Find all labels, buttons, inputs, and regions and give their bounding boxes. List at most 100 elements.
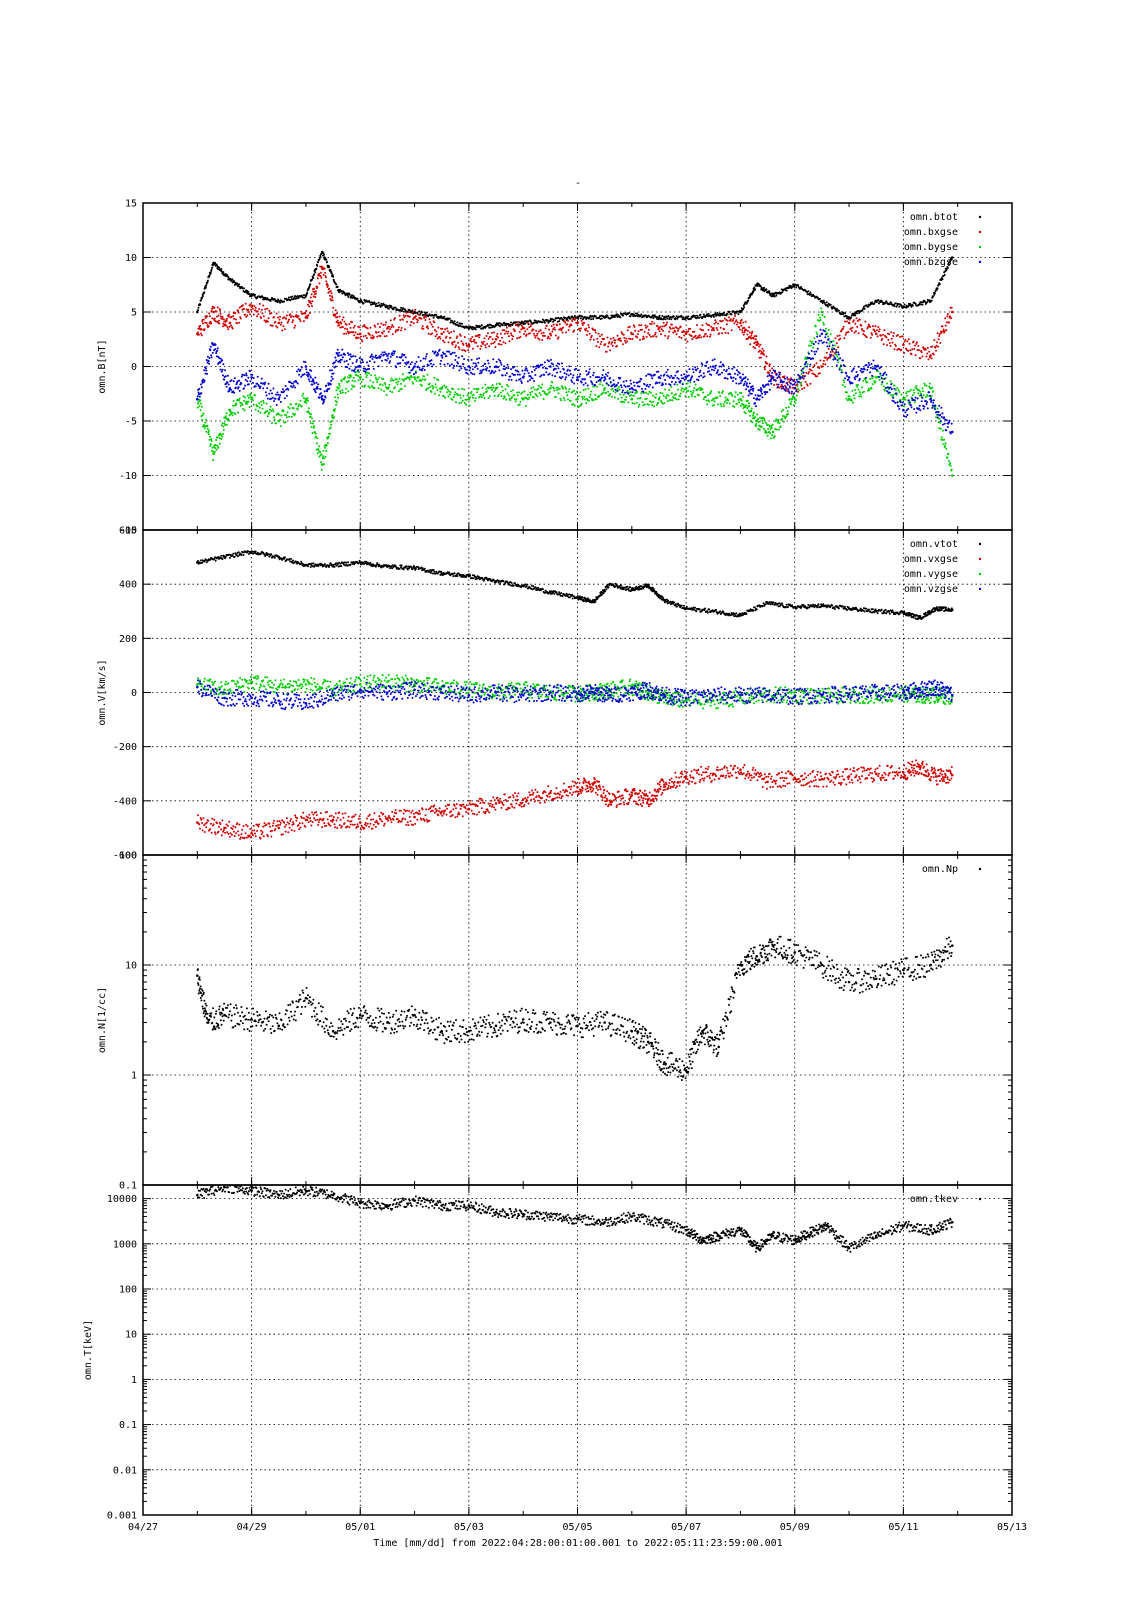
data-point (818, 316, 821, 319)
data-point (610, 343, 613, 345)
data-point (414, 378, 417, 381)
data-point (402, 310, 405, 313)
data-point (622, 314, 624, 317)
data-point (845, 397, 848, 400)
data-point (638, 385, 641, 388)
data-point (436, 389, 439, 391)
data-point (808, 352, 810, 355)
data-point (867, 361, 870, 364)
data-point (515, 379, 518, 382)
data-point (636, 336, 639, 339)
data-point (238, 283, 241, 286)
data-point (603, 376, 606, 379)
data-point (741, 395, 744, 398)
data-point (259, 385, 262, 388)
data-point (287, 406, 290, 408)
data-point (215, 439, 218, 441)
data-point (226, 381, 229, 384)
data-point (549, 332, 552, 336)
data-point (279, 301, 282, 304)
data-point (470, 390, 473, 393)
data-point (768, 363, 771, 366)
data-point (486, 332, 489, 335)
data-point (627, 392, 630, 395)
data-point (465, 342, 468, 345)
data-point (330, 292, 333, 295)
data-point (595, 381, 598, 384)
data-point (738, 326, 741, 329)
data-point (827, 305, 829, 308)
data-point (548, 328, 550, 331)
data-point (775, 428, 778, 431)
data-point (865, 376, 867, 379)
data-point (307, 303, 309, 306)
data-point (602, 369, 605, 372)
data-point (222, 425, 225, 428)
data-point (645, 391, 648, 394)
data-point (889, 380, 892, 383)
data-point (437, 379, 440, 381)
data-point (230, 388, 232, 391)
data-point (317, 261, 320, 264)
data-point (335, 403, 338, 406)
data-point (278, 318, 281, 321)
data-point (656, 382, 659, 384)
data-point (526, 321, 529, 324)
data-point (580, 402, 583, 405)
data-point (431, 325, 434, 328)
data-point (697, 388, 700, 391)
data-point (288, 415, 290, 418)
data-point (807, 372, 810, 375)
data-point (717, 369, 719, 372)
data-point (279, 315, 282, 318)
data-point (666, 337, 669, 340)
data-point (599, 379, 602, 381)
data-point (866, 368, 869, 371)
data-point (567, 390, 570, 393)
data-point (507, 394, 510, 397)
data-point (785, 382, 788, 385)
data-point (221, 368, 224, 371)
data-point (446, 362, 449, 365)
data-point (862, 379, 865, 382)
data-point (734, 312, 736, 315)
data-point (446, 391, 449, 394)
data-point (692, 336, 695, 339)
data-point (905, 394, 908, 397)
data-point (590, 390, 593, 393)
data-point (273, 298, 276, 301)
data-point (577, 379, 580, 382)
data-point (440, 332, 444, 336)
data-point (225, 320, 228, 322)
data-point (668, 330, 671, 333)
data-point (331, 414, 334, 417)
data-point (201, 418, 204, 421)
data-point (458, 348, 461, 350)
data-point (920, 392, 922, 395)
data-point (359, 376, 362, 379)
data-point (676, 383, 679, 386)
data-point (761, 347, 764, 350)
data-point (661, 392, 664, 395)
data-point (785, 406, 788, 409)
data-point (347, 380, 350, 382)
data-point (522, 333, 525, 335)
data-point (326, 282, 329, 285)
data-point (858, 395, 861, 398)
data-point (309, 312, 311, 314)
data-point (607, 345, 610, 348)
data-point (448, 393, 451, 396)
data-point (346, 381, 349, 384)
data-point (429, 362, 432, 365)
data-point (448, 350, 451, 353)
data-point (210, 356, 213, 359)
data-point (651, 314, 654, 317)
data-point (856, 312, 859, 315)
data-point (226, 326, 229, 329)
data-point (822, 299, 825, 302)
data-point (950, 256, 954, 259)
data-point (565, 376, 567, 379)
data-point (809, 340, 812, 343)
data-point (359, 298, 362, 301)
data-point (332, 306, 335, 309)
